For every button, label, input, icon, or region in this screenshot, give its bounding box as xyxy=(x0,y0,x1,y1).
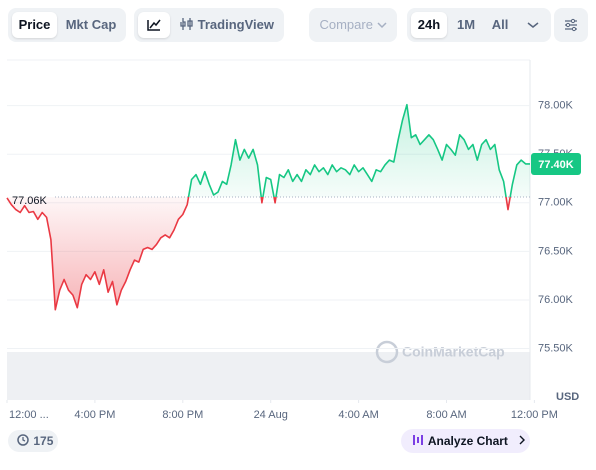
y-tick-label: 76.50K xyxy=(538,245,574,257)
price-line xyxy=(6,103,530,311)
chevron xyxy=(377,22,387,29)
compare-label: Compare xyxy=(309,12,397,38)
tradingview-label: TradingView xyxy=(197,17,274,32)
x-tick-label: 12:00 PM xyxy=(511,409,558,421)
range-button[interactable]: All xyxy=(491,17,509,32)
range-group: 24h 1M All xyxy=(407,8,551,42)
chevron-right xyxy=(519,435,526,445)
watermark: CoinMarketCap xyxy=(375,340,505,364)
tradingview-icon xyxy=(180,18,193,30)
chevron xyxy=(527,22,539,28)
x-tick-label: 24 Aug xyxy=(254,409,288,421)
compare-dropdown[interactable]: Compare xyxy=(309,8,397,42)
watermark-text: CoinMarketCap xyxy=(402,344,505,360)
tab-button[interactable]: Mkt Cap xyxy=(65,17,117,32)
tab-button[interactable]: Price xyxy=(12,12,57,38)
range-dropdown[interactable] xyxy=(519,12,547,38)
price-chart: CoinMarketCap USD 75.50K 76.00K 76.50K 77.0… xyxy=(6,59,581,421)
y-unit: USD xyxy=(556,391,579,403)
tradingview-button[interactable]: TradingView xyxy=(174,12,280,38)
tab-group: Price Mkt Cap xyxy=(8,8,126,42)
line-icon xyxy=(147,19,161,31)
analyze-button[interactable]: Analyze Chart xyxy=(401,429,530,453)
line-view-button[interactable] xyxy=(138,12,170,38)
baseline-label: 77.06K xyxy=(12,195,48,207)
range-button[interactable]: 24h xyxy=(411,12,447,38)
price-area xyxy=(7,104,530,310)
settings-icon xyxy=(565,18,577,32)
last-price-label: 77.40K xyxy=(538,159,574,171)
x-tick-label: 4:00 AM xyxy=(338,409,378,421)
y-tick-label: 77.00K xyxy=(538,197,574,209)
range-button[interactable]: 1M xyxy=(456,17,476,32)
x-tick-label: 12:00 ... xyxy=(9,409,49,421)
y-tick-label: 78.00K xyxy=(538,100,574,112)
analyze-text: Analyze Chart xyxy=(427,434,508,448)
settings-button[interactable] xyxy=(554,8,588,42)
compare-text: Compare xyxy=(319,17,373,32)
last-price-tag xyxy=(531,152,581,175)
x-tick-label: 4:00 PM xyxy=(74,409,115,421)
volume-band xyxy=(7,352,530,400)
view-group: TradingView xyxy=(134,8,284,42)
x-tick-label: 8:00 AM xyxy=(426,409,466,421)
count-text: 175 xyxy=(33,434,54,448)
history-icon xyxy=(17,434,29,446)
x-tick-label: 8:00 PM xyxy=(162,409,203,421)
analyze-icon xyxy=(413,435,423,445)
count-pill[interactable]: 175 xyxy=(8,430,58,452)
y-tick-label: 75.50K xyxy=(538,342,574,354)
y-tick-label: 76.00K xyxy=(538,294,574,306)
